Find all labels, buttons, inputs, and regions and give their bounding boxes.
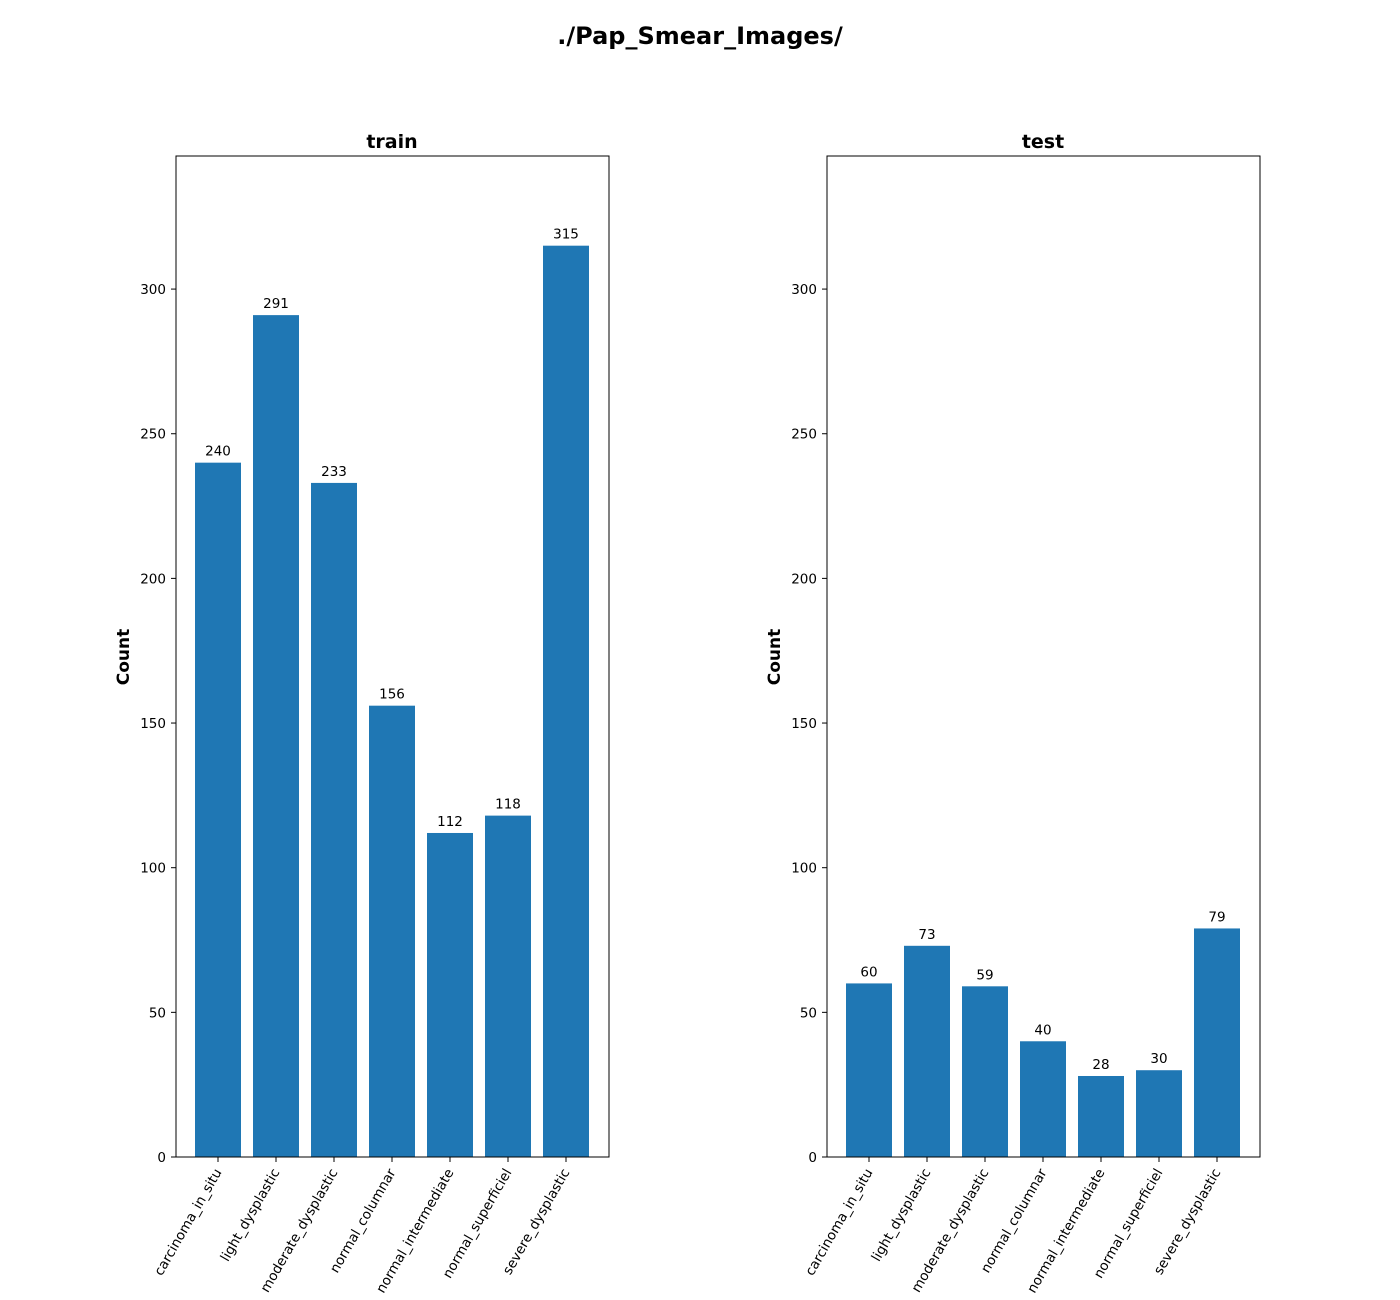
test-bar-moderate_dysplastic: [962, 986, 1008, 1157]
test-bar-normal_superficiel: [1136, 1070, 1182, 1157]
train-bar-value-label: 118: [495, 797, 521, 813]
test-bar-value-label: 73: [918, 927, 935, 943]
train-bar-severe_dysplastic: [543, 245, 589, 1158]
test-panel: test Count 60 73 59 40 28 30 79 0 50 100 150 200 25…: [765, 131, 1261, 1296]
test-bar-value-label: 59: [976, 967, 993, 983]
train-x-tick-label: carcinoma_in_situ: [151, 1166, 225, 1279]
train-bars: [195, 245, 589, 1158]
train-bar-value-label: 315: [553, 227, 579, 243]
test-y-tick-label: 200: [791, 571, 817, 587]
train-bar-light_dysplastic: [253, 315, 299, 1157]
train-y-tick-label: 150: [140, 716, 166, 732]
test-bar-labels: 60 73 59 40 28 30 79: [860, 909, 1225, 1073]
test-x-ticks: carcinoma_in_situlight_dysplasticmoderat…: [802, 1157, 1224, 1296]
train-y-tick-label: 0: [157, 1150, 166, 1166]
train-panel-title: train: [366, 131, 417, 153]
train-bar-labels: 240 291 233 156 112 118 315: [205, 227, 579, 830]
test-y-tick-label: 50: [800, 1005, 817, 1021]
train-y-tick-label: 300: [140, 282, 166, 298]
test-bar-normal_intermediate: [1078, 1075, 1124, 1157]
test-x-tick-label: light_dysplastic: [868, 1166, 934, 1264]
test-bar-value-label: 28: [1092, 1057, 1109, 1073]
train-bar-normal_columnar: [369, 705, 415, 1157]
train-bar-moderate_dysplastic: [311, 482, 357, 1157]
train-x-tick-label: severe_dysplastic: [500, 1166, 574, 1278]
train-panel: train Count 240 291 233 156 112 118 315 0 50 100…: [114, 131, 610, 1296]
train-bar-value-label: 240: [205, 444, 231, 460]
train-y-axis-label: Count: [114, 629, 134, 686]
train-bar-value-label: 156: [379, 687, 405, 703]
test-y-tick-label: 300: [791, 282, 817, 298]
train-y-tick-label: 50: [149, 1005, 166, 1021]
test-bar-value-label: 79: [1208, 909, 1225, 925]
train-y-tick-label: 200: [140, 571, 166, 587]
test-y-axis-label: Count: [765, 629, 785, 686]
train-x-ticks: carcinoma_in_situlight_dysplasticmoderat…: [151, 1157, 573, 1296]
test-y-tick-label: 150: [791, 716, 817, 732]
train-bar-normal_superficiel: [485, 815, 531, 1157]
figure-title: ./Pap_Smear_Images/: [557, 22, 843, 50]
train-x-tick-label: light_dysplastic: [217, 1166, 283, 1264]
test-bar-value-label: 60: [860, 964, 877, 980]
test-bars: [846, 928, 1240, 1157]
test-x-tick-label: carcinoma_in_situ: [802, 1166, 876, 1279]
train-bar-carcinoma_in_situ: [195, 462, 241, 1157]
train-y-tick-label: 250: [140, 427, 166, 443]
test-x-tick-label: severe_dysplastic: [1151, 1166, 1225, 1278]
train-y-ticks: 0 50 100 150 200 250 300: [140, 282, 176, 1166]
test-bar-carcinoma_in_situ: [846, 983, 892, 1157]
train-axes-frame: [175, 155, 610, 1158]
test-axes-frame: [826, 155, 1261, 1158]
test-bar-light_dysplastic: [904, 945, 950, 1157]
train-y-tick-label: 100: [140, 861, 166, 877]
test-bar-severe_dysplastic: [1194, 928, 1240, 1157]
test-y-tick-label: 0: [808, 1150, 817, 1166]
train-bar-value-label: 233: [321, 464, 347, 480]
train-bar-value-label: 291: [263, 296, 289, 312]
test-y-tick-label: 250: [791, 427, 817, 443]
train-bar-normal_intermediate: [427, 832, 473, 1157]
test-y-ticks: 0 50 100 150 200 250 300: [791, 282, 827, 1166]
train-bar-value-label: 112: [437, 814, 463, 830]
test-panel-title: test: [1022, 131, 1064, 153]
test-bar-normal_columnar: [1020, 1041, 1066, 1157]
test-bar-value-label: 40: [1034, 1022, 1051, 1038]
test-bar-value-label: 30: [1150, 1051, 1167, 1067]
test-y-tick-label: 100: [791, 861, 817, 877]
